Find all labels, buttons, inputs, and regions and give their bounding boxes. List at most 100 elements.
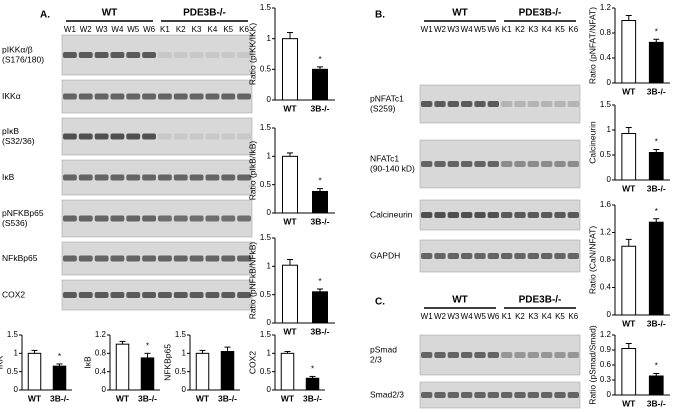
blot-band — [78, 215, 93, 222]
blot-band — [110, 52, 125, 58]
blot-band — [237, 52, 251, 58]
blot-band — [447, 161, 459, 167]
group-label: PDE3B-/- — [519, 295, 562, 306]
y-axis-label: Ratio (pNFAT/NFAT) — [587, 7, 597, 84]
bar — [312, 291, 328, 324]
panel-label: B. — [375, 10, 385, 21]
blot-band — [474, 101, 486, 107]
x-tick-label: WT — [622, 86, 636, 96]
blot-band — [421, 101, 433, 107]
row-label: (S32/36) — [2, 136, 35, 146]
blot-band — [541, 392, 553, 398]
y-tick-label: 1.2 — [600, 3, 612, 12]
blot-band — [142, 255, 156, 262]
row-label: Smad2/3 — [370, 389, 404, 399]
lane-label: K6 — [239, 25, 249, 34]
blot-background — [61, 159, 253, 196]
y-axis-label: NFKBp65 — [162, 344, 172, 381]
row-label: (S259) — [370, 103, 396, 113]
y-tick-label: 0.9 — [600, 345, 612, 354]
blot-band — [63, 255, 77, 262]
blot-band — [189, 52, 204, 58]
blot-band — [567, 101, 579, 107]
blot-band — [221, 52, 236, 58]
blot-band — [126, 93, 141, 100]
blot-band — [158, 292, 172, 298]
lane-label: W3 — [447, 312, 460, 321]
blot-band — [221, 292, 236, 298]
blot-band — [173, 52, 188, 58]
y-tick-label: 1.5 — [260, 123, 272, 132]
blot-band — [142, 292, 156, 298]
group-label: PDE3B-/- — [183, 8, 226, 19]
annotation: * — [318, 177, 321, 186]
blot-background — [61, 34, 253, 76]
blot-background — [61, 241, 253, 276]
blot-band — [173, 255, 188, 262]
blot-band — [237, 93, 251, 100]
blot-band — [527, 161, 539, 167]
lane-label: W2 — [434, 312, 447, 321]
blot-band — [434, 352, 446, 358]
blot-band — [126, 52, 141, 58]
bar — [282, 264, 298, 324]
blot-band — [434, 212, 446, 218]
blot-band — [567, 253, 579, 259]
blot-band — [487, 253, 499, 259]
y-tick-label: 0 — [14, 385, 19, 394]
x-tick-label: 3B-/- — [311, 216, 330, 226]
y-axis-label: Ratio (CaN/NFAT) — [587, 226, 597, 294]
y-tick-label: 1 — [267, 261, 272, 270]
blot-band — [94, 93, 109, 100]
y-tick-label: 1.2 — [600, 330, 612, 339]
x-tick-label: 3B-/- — [647, 398, 666, 408]
blot-band — [110, 215, 125, 222]
y-tick-label: 0.4 — [600, 283, 612, 292]
row-label: NFkBp65 — [2, 253, 38, 263]
row-label: pIKKα/β — [2, 44, 33, 54]
lane-label: K4 — [542, 312, 552, 321]
x-tick-label: WT — [622, 398, 636, 408]
blot-band — [501, 212, 513, 218]
blot-band — [447, 212, 459, 218]
x-tick-label: 3B-/- — [311, 326, 330, 336]
blot-band — [78, 52, 93, 58]
blot-band — [205, 133, 220, 140]
blot-band — [221, 215, 236, 222]
blot-band — [78, 255, 93, 262]
bar — [115, 343, 130, 391]
blot-band — [541, 212, 553, 218]
blot-background — [419, 84, 581, 124]
bar — [282, 38, 298, 101]
blot-band — [205, 292, 220, 298]
bar — [621, 133, 637, 181]
blot-band — [461, 392, 473, 398]
bar — [648, 41, 664, 84]
blot-background — [419, 381, 581, 409]
blot-band — [554, 352, 566, 358]
y-axis-label: Calcineurin — [587, 121, 597, 164]
y-tick-label: 1.5 — [175, 330, 187, 339]
lane-label: K2 — [515, 312, 525, 321]
y-tick-label: 0 — [607, 390, 612, 399]
blot-band — [221, 133, 236, 140]
lane-label: W2 — [434, 25, 447, 34]
y-tick-label: 0.4 — [95, 367, 107, 376]
annotation: * — [318, 277, 321, 286]
blot-band — [554, 392, 566, 398]
y-tick-label: 1.6 — [600, 200, 612, 209]
blot-band — [541, 101, 553, 107]
x-tick-label: WT — [116, 393, 130, 403]
blot-band — [421, 161, 433, 167]
y-axis-label: Ratio (pIkB/IkB) — [247, 141, 257, 201]
blot-band — [461, 101, 473, 107]
row-label: 2/3 — [370, 354, 382, 364]
blot-band — [487, 392, 499, 398]
row-label: (S536) — [2, 218, 28, 228]
annotation: * — [146, 341, 149, 350]
x-tick-label: 3B-/- — [647, 86, 666, 96]
lane-label: W1 — [421, 312, 434, 321]
blot-band — [94, 215, 109, 222]
bar — [312, 68, 328, 101]
